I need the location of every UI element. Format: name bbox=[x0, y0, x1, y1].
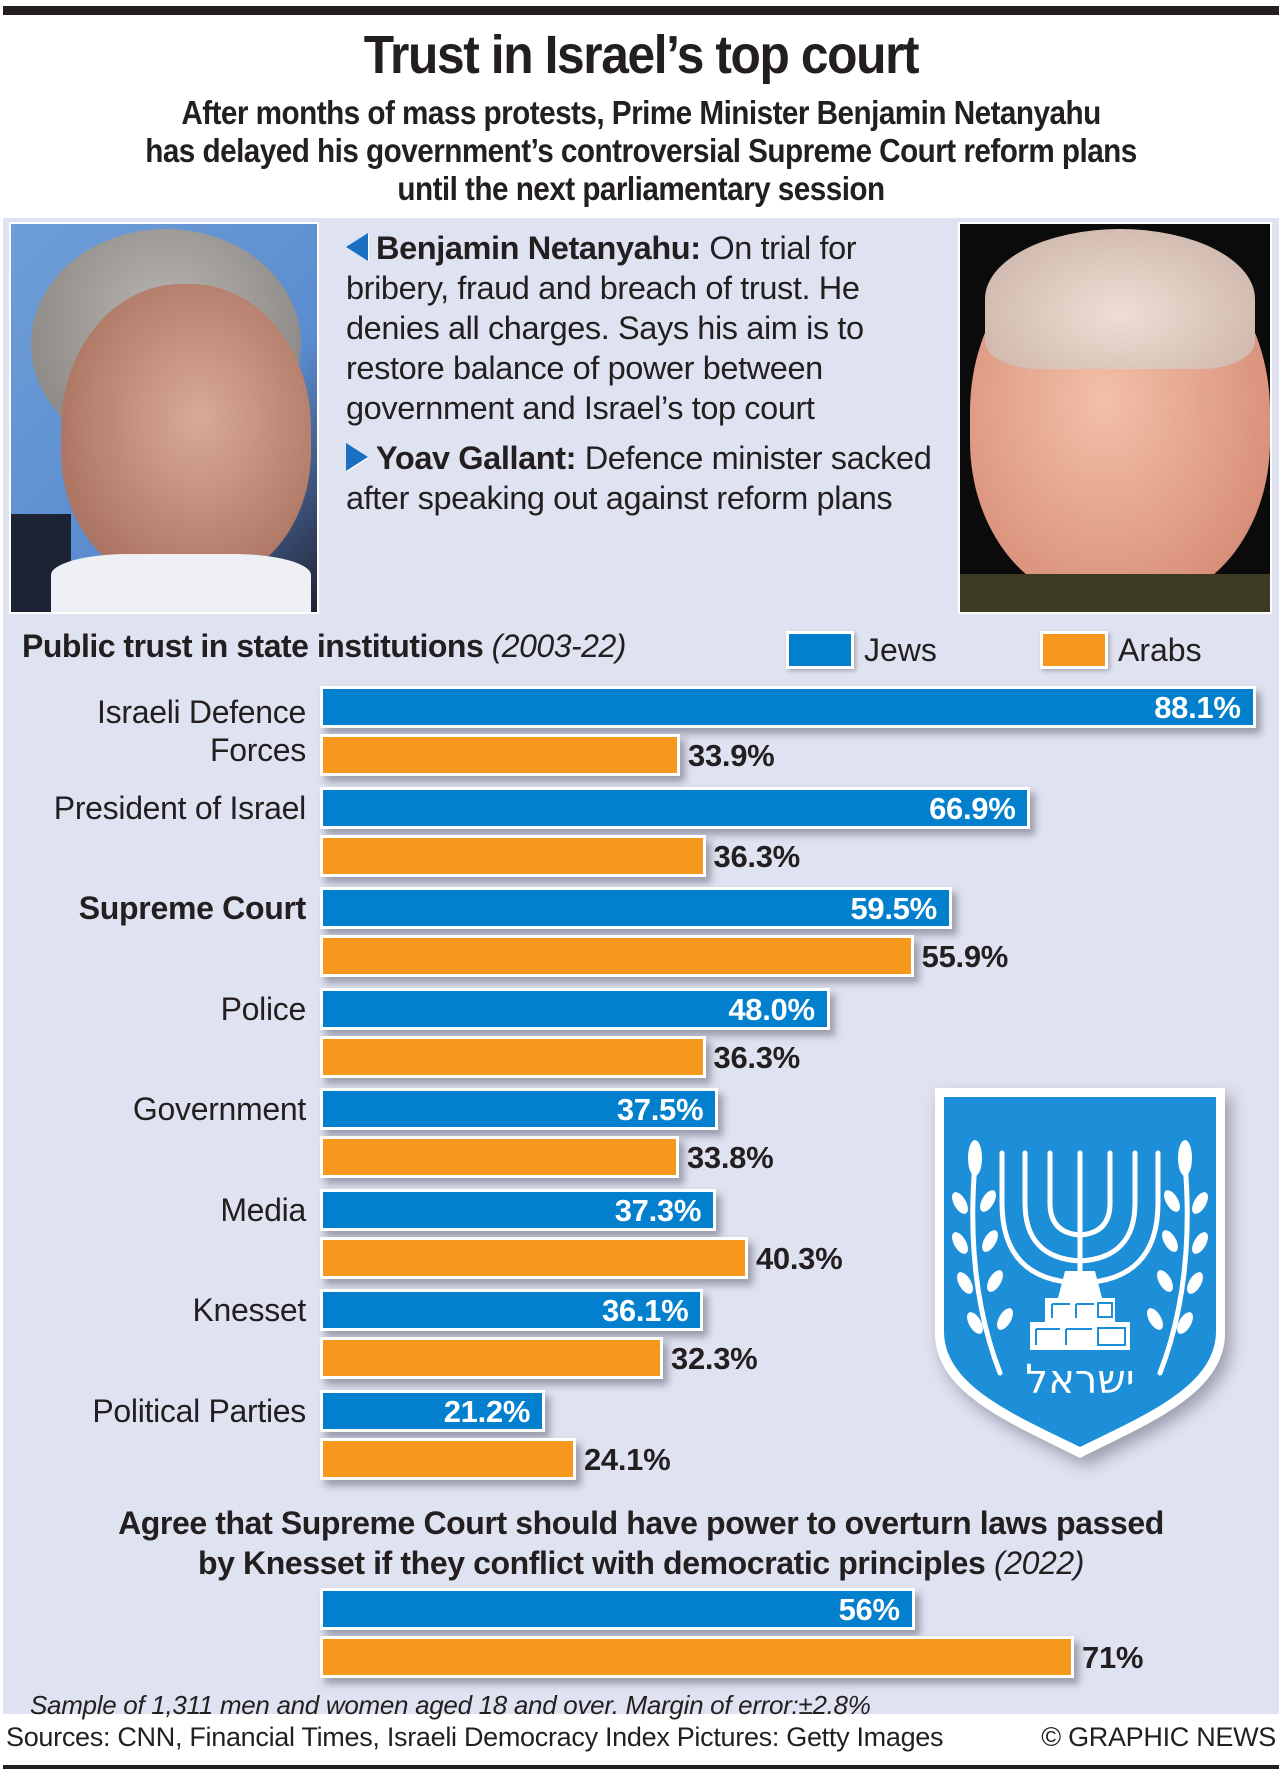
data-label-arabs: 24.1% bbox=[583, 1441, 671, 1477]
question-title-note: (2022) bbox=[993, 1545, 1085, 1581]
data-label-jews: 66.9% bbox=[929, 790, 1016, 826]
bar-arabs bbox=[320, 1236, 748, 1279]
bar-arabs bbox=[320, 734, 681, 776]
bar-arabs bbox=[320, 1337, 664, 1379]
bar-jews: 66.9% bbox=[320, 786, 1031, 829]
bar-jews: 21.2% bbox=[320, 1389, 546, 1432]
category-label-line: President of Israel bbox=[53, 789, 307, 826]
bar-arabs bbox=[320, 1136, 679, 1178]
subhead-line: After months of mass protests, Prime Min… bbox=[181, 94, 1101, 131]
category-label-line: Israeli Defence bbox=[97, 694, 306, 730]
legend-item-arabs: Arabs bbox=[1040, 630, 1202, 670]
data-label-jews: 48.0% bbox=[728, 991, 815, 1027]
data-label-arabs: 40.3% bbox=[755, 1240, 843, 1276]
category-label-line: Forces bbox=[210, 732, 306, 768]
photo-collar bbox=[51, 554, 311, 612]
question-title-text: by Knesset if they conflict with democra… bbox=[197, 1545, 986, 1581]
top-rule bbox=[3, 6, 1279, 15]
legend-swatch-arabs bbox=[1040, 631, 1108, 669]
bio-panel: Benjamin Netanyahu: On trial for bribery… bbox=[346, 228, 946, 528]
question-title-line: Agree that Supreme Court should have pow… bbox=[118, 1505, 1164, 1541]
bar-arabs bbox=[320, 834, 706, 877]
emblem-hebrew-text: ישראל bbox=[1025, 1357, 1134, 1403]
subhead-line: has delayed his government’s controversi… bbox=[145, 132, 1137, 169]
triangle-right-icon bbox=[346, 443, 368, 472]
bottom-rule bbox=[3, 1765, 1279, 1769]
triangle-left-icon bbox=[346, 233, 368, 262]
bio-gallant: Yoav Gallant: Defence minister sacked af… bbox=[346, 438, 946, 518]
data-label-arabs: 33.9% bbox=[688, 738, 775, 773]
category-label: Israeli Defence Forces bbox=[97, 693, 306, 769]
category-label-line: Media bbox=[220, 1191, 306, 1228]
bio-name: Yoav Gallant: bbox=[376, 440, 577, 476]
bar-jews: 48.0% bbox=[320, 987, 830, 1030]
legend-swatch-jews bbox=[786, 631, 854, 669]
data-label-arabs: 71% bbox=[1082, 1640, 1144, 1675]
category-label: Government bbox=[133, 1090, 306, 1128]
netanyahu-photo bbox=[9, 222, 319, 614]
bar-jews: 88.1% bbox=[320, 686, 1256, 728]
chart-title-text: Public trust in state institutions bbox=[22, 628, 484, 664]
data-label-jews: 21.2% bbox=[443, 1393, 531, 1429]
bio-name: Benjamin Netanyahu: bbox=[376, 230, 701, 266]
category-label: President of Israel bbox=[53, 789, 307, 827]
category-label: Media bbox=[220, 1191, 306, 1229]
chart-title: Public trust in state institutions (2003… bbox=[22, 628, 626, 665]
legend-label: Jews bbox=[864, 631, 937, 668]
data-label-arabs: 32.3% bbox=[671, 1341, 758, 1376]
bar-arabs bbox=[320, 1035, 706, 1078]
category-label-line: Supreme Court bbox=[78, 890, 307, 926]
category-label: Knesset bbox=[192, 1291, 306, 1329]
bar-jews: 56% bbox=[320, 1588, 915, 1630]
legend-label: Arabs bbox=[1118, 631, 1202, 668]
subhead-line: until the next parliamentary session bbox=[397, 170, 885, 207]
chart-title-note: (2003-22) bbox=[491, 628, 627, 664]
bio-text: Defence minister sacked after speaking o… bbox=[346, 440, 932, 516]
bar-jews: 59.5% bbox=[320, 887, 952, 929]
footer-sources: Sources: CNN, Financial Times, Israeli D… bbox=[6, 1722, 944, 1752]
bar-arabs bbox=[320, 1437, 576, 1480]
photo-shirt bbox=[960, 574, 1270, 612]
data-label-arabs: 36.3% bbox=[713, 1039, 801, 1075]
data-label-arabs: 36.3% bbox=[713, 838, 801, 874]
category-label-line: Knesset bbox=[192, 1292, 306, 1328]
category-label-line: Police bbox=[220, 990, 307, 1027]
bar-jews: 37.5% bbox=[320, 1088, 719, 1130]
footer-credit: © GRAPHIC NEWS bbox=[1041, 1722, 1276, 1752]
category-label: Political Parties bbox=[92, 1392, 306, 1430]
category-label-line: Government bbox=[132, 1091, 306, 1127]
bar-jews: 36.1% bbox=[320, 1289, 704, 1331]
photo-face bbox=[61, 284, 311, 584]
bar-jews: 37.3% bbox=[320, 1188, 717, 1231]
data-label-jews: 56% bbox=[838, 1592, 900, 1627]
data-label-arabs: 55.9% bbox=[921, 939, 1009, 974]
sample-note: Sample of 1,311 men and women aged 18 an… bbox=[30, 1690, 871, 1720]
gallant-photo bbox=[958, 222, 1272, 614]
question-title-line: by Knesset if they conflict with democra… bbox=[0, 1543, 1282, 1583]
question-title: Agree that Supreme Court should have pow… bbox=[0, 1503, 1282, 1583]
data-label-jews: 37.5% bbox=[616, 1092, 704, 1127]
bar-arabs bbox=[320, 935, 914, 977]
headline: Trust in Israel’s top court bbox=[363, 25, 920, 85]
data-label-jews: 36.1% bbox=[601, 1293, 689, 1328]
category-label: Supreme Court bbox=[78, 889, 307, 927]
bar-arabs bbox=[320, 1636, 1075, 1678]
bio-netanyahu: Benjamin Netanyahu: On trial for bribery… bbox=[346, 228, 946, 428]
data-label-jews: 37.3% bbox=[614, 1192, 702, 1228]
footer: Sources: CNN, Financial Times, Israeli D… bbox=[6, 1722, 1276, 1753]
legend-item-jews: Jews bbox=[786, 630, 937, 670]
emblem-of-israel-icon: ישראל bbox=[935, 1088, 1225, 1458]
data-label-jews: 88.1% bbox=[1154, 690, 1241, 725]
subhead: After months of mass protests, Prime Min… bbox=[0, 94, 1282, 208]
data-label-jews: 59.5% bbox=[850, 891, 937, 926]
photo-hair bbox=[985, 229, 1255, 369]
data-label-arabs: 33.8% bbox=[686, 1140, 774, 1175]
bio-text: On trial for bribery, fraud and breach o… bbox=[346, 230, 864, 426]
category-label: Police bbox=[220, 990, 307, 1028]
category-label-line: Political Parties bbox=[92, 1392, 306, 1429]
